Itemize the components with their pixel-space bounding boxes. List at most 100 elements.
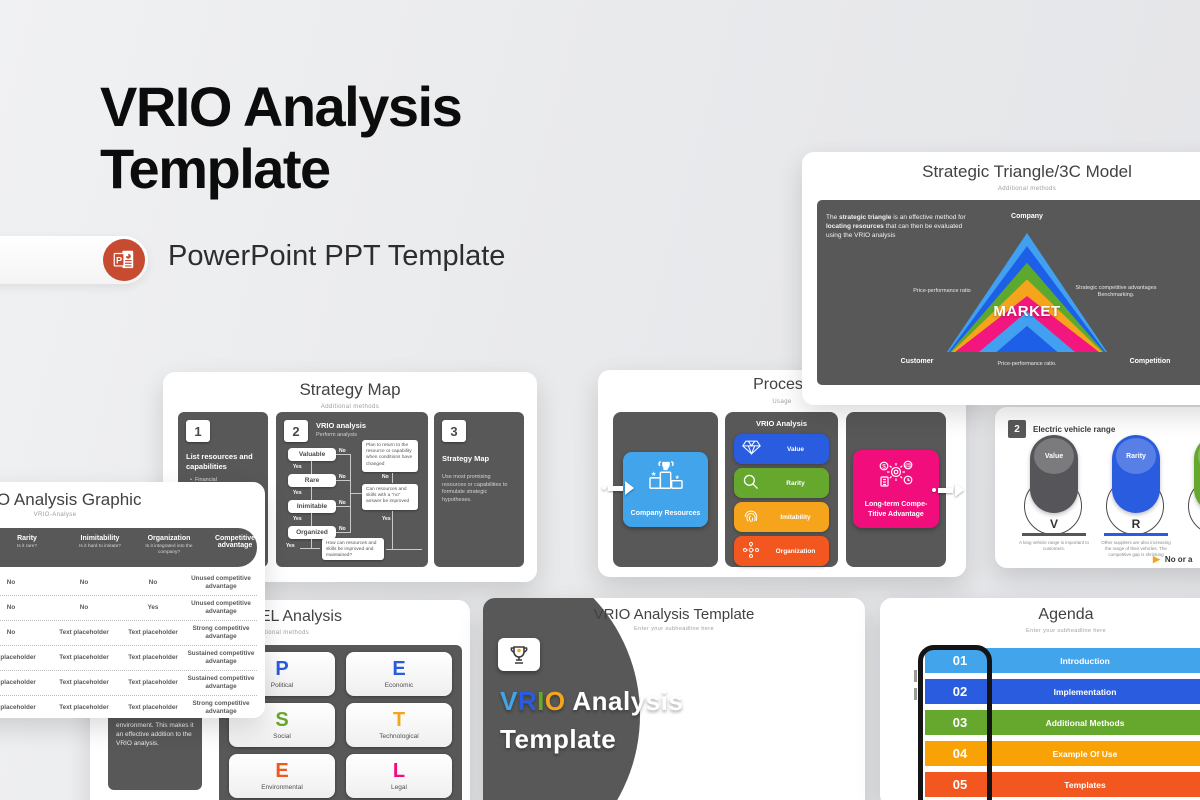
vrio-bar-value: Value <box>734 434 829 464</box>
label-price-left: Price-performance ratio <box>913 288 971 294</box>
column-header-advantage: Competitive advantage <box>214 535 256 549</box>
slide-vehicle-example[interactable]: 2 Electric vehicle range Value V A long … <box>995 407 1200 568</box>
flow-note-1: Plan to return to the resource or capabi… <box>362 440 418 472</box>
cover-title-line1: VRIO Analysis <box>500 682 683 720</box>
label-competition: Competition <box>1129 358 1171 365</box>
table-header: Rarity Is it rare? Inimitability Is it h… <box>0 528 257 567</box>
flow-label-no: No <box>339 500 346 506</box>
process-panel-vrio: VRIO Analysis Value Rarity <box>725 412 838 567</box>
trophy-icon <box>498 638 540 671</box>
table-cell: Sustained competitive advantage <box>187 650 255 665</box>
cover-title-line2: Template <box>500 724 617 754</box>
cover-letter: I <box>537 686 545 716</box>
agenda-label: Templates <box>1064 779 1106 790</box>
pestel-label: Political <box>270 682 294 689</box>
vrio-bar-label: Rarity <box>786 479 805 487</box>
phone-frame <box>918 645 992 800</box>
pestel-card-economic: E Economic <box>346 652 452 696</box>
step-panel-2: 2 VRIO analysis Perform analysis Valuabl… <box>276 412 428 567</box>
table-cell: Sustained competitive advantage <box>187 675 255 690</box>
table-cell: Text placeholder <box>128 654 178 662</box>
vrio-bar-label: Imitability <box>780 513 811 521</box>
pillar-letter: R <box>1131 517 1141 531</box>
slide-cover[interactable]: VRIO Analysis Template Enter your subhea… <box>483 598 865 800</box>
cover-letter: O <box>544 686 566 716</box>
step-text: Use most promising resources or capabili… <box>442 474 508 504</box>
pestel-label: Social <box>273 733 291 740</box>
agenda-item-example-of-use: 04 Example Of Use <box>925 741 1200 766</box>
pestel-card-technological: T Technological <box>346 703 452 747</box>
table-cell: Text placeholder <box>59 654 109 662</box>
table-cell: Unused competitive advantage <box>191 574 251 590</box>
agenda-label: Introduction <box>1060 655 1110 666</box>
arrow-out-icon <box>932 483 964 497</box>
cover-circle-shape <box>483 598 640 800</box>
pestel-label: Technological <box>379 733 419 740</box>
step-number: 1 <box>186 420 210 442</box>
vrio-bar-label: Value <box>787 445 804 453</box>
vrio-panel-heading: VRIO Analysis <box>756 419 807 428</box>
pestel-letter: L <box>392 760 406 782</box>
slide-subtitle: Additional methods <box>320 404 380 410</box>
flow-label-yes: Yes <box>382 516 391 522</box>
slide-strategic-triangle[interactable]: Strategic Triangle/3C Model Additional m… <box>802 152 1200 405</box>
footer-text: No or a <box>1164 555 1193 564</box>
step-panel-3: 3 Strategy Map Use most promising resour… <box>434 412 524 567</box>
agenda-item-templates: 05 Templates <box>925 772 1200 797</box>
flow-connector <box>350 454 351 533</box>
table-cell: No <box>6 604 16 612</box>
agenda-item-introduction: 01 Introduction <box>925 648 1200 673</box>
flow-connector <box>311 461 312 474</box>
table-cell: No <box>79 578 89 586</box>
svg-text:@: @ <box>905 463 912 470</box>
pestel-letter: E <box>275 760 289 782</box>
step-heading: VRIO analysis <box>316 421 367 430</box>
cylinder-rarity: Rarity <box>1112 435 1160 513</box>
svg-text:★: ★ <box>674 474 679 481</box>
table-cell: Unused competitive advantage <box>191 600 251 615</box>
pillar-underline <box>1022 533 1086 536</box>
slide-agenda[interactable]: Agenda Enter your subheadline here 01 In… <box>880 598 1200 800</box>
pillar-underline <box>1104 533 1168 536</box>
flow-connector <box>311 539 312 548</box>
agenda-number: 03 <box>952 715 968 730</box>
triangle-dark-panel: The strategic triangle is an effective m… <box>817 200 1200 385</box>
step-number: 3 <box>442 420 466 442</box>
slide-process[interactable]: Process Usage ★ ★ <box>598 370 966 577</box>
vrio-bar-organization: Organization <box>734 536 829 566</box>
label-market: MARKET <box>993 303 1061 320</box>
pestel-card-environmental: E Environmental <box>229 754 335 798</box>
flow-connector <box>336 506 350 507</box>
table-cell: Text placeholder <box>59 704 109 712</box>
organization-icon <box>742 541 760 564</box>
table-row: No No No Unused competitive advantage <box>0 570 257 595</box>
flow-label-yes: Yes <box>293 516 302 522</box>
label-company: Company <box>1011 213 1043 220</box>
pestel-label: Environmental <box>261 784 303 791</box>
pestel-letter: P <box>275 658 289 680</box>
svg-text:$: $ <box>882 464 886 471</box>
slide-subtitle: Usage <box>772 399 792 405</box>
step-number: 2 <box>1008 420 1026 438</box>
advantage-label: Long-term Compe-Titive Advantage <box>864 501 928 518</box>
column-header-rarity: Rarity Is it rare? <box>17 535 37 549</box>
phone-button <box>914 670 917 682</box>
table-row: Text placeholder Text placeholder Text p… <box>0 670 257 695</box>
list-item: Financial <box>190 476 229 485</box>
table-cell: No <box>79 604 89 612</box>
agenda-label: Example Of Use <box>1052 748 1118 759</box>
pestel-letter: T <box>392 709 406 731</box>
flow-note-2: Can resources and skills with a "no" ans… <box>362 484 418 510</box>
vrio-bar-label: Organization <box>775 547 816 555</box>
column-header-inimitability: Inimitability Is it hard to imitate? <box>79 535 121 549</box>
slide-vrio-table[interactable]: VRIO Analysis Graphic VRIO-Analyse Rarit… <box>0 482 265 718</box>
flow-connector <box>311 487 312 500</box>
pestel-letter: E <box>392 658 406 680</box>
flow-box-organized: Organized <box>288 526 336 539</box>
podium-trophy-icon: ★ ★ <box>623 460 708 492</box>
advantage-box: $ @ Long-term Compe-Titive Advantage <box>853 450 939 528</box>
label-benchmarking: Strategic competitive advantages Benchma… <box>1075 285 1157 299</box>
slide-subtitle: VRIO-Analyse <box>33 512 77 518</box>
process-panel-advantage: $ @ Long-term Compe-Titive Advantage <box>846 412 946 567</box>
table-cell: No <box>6 629 16 637</box>
